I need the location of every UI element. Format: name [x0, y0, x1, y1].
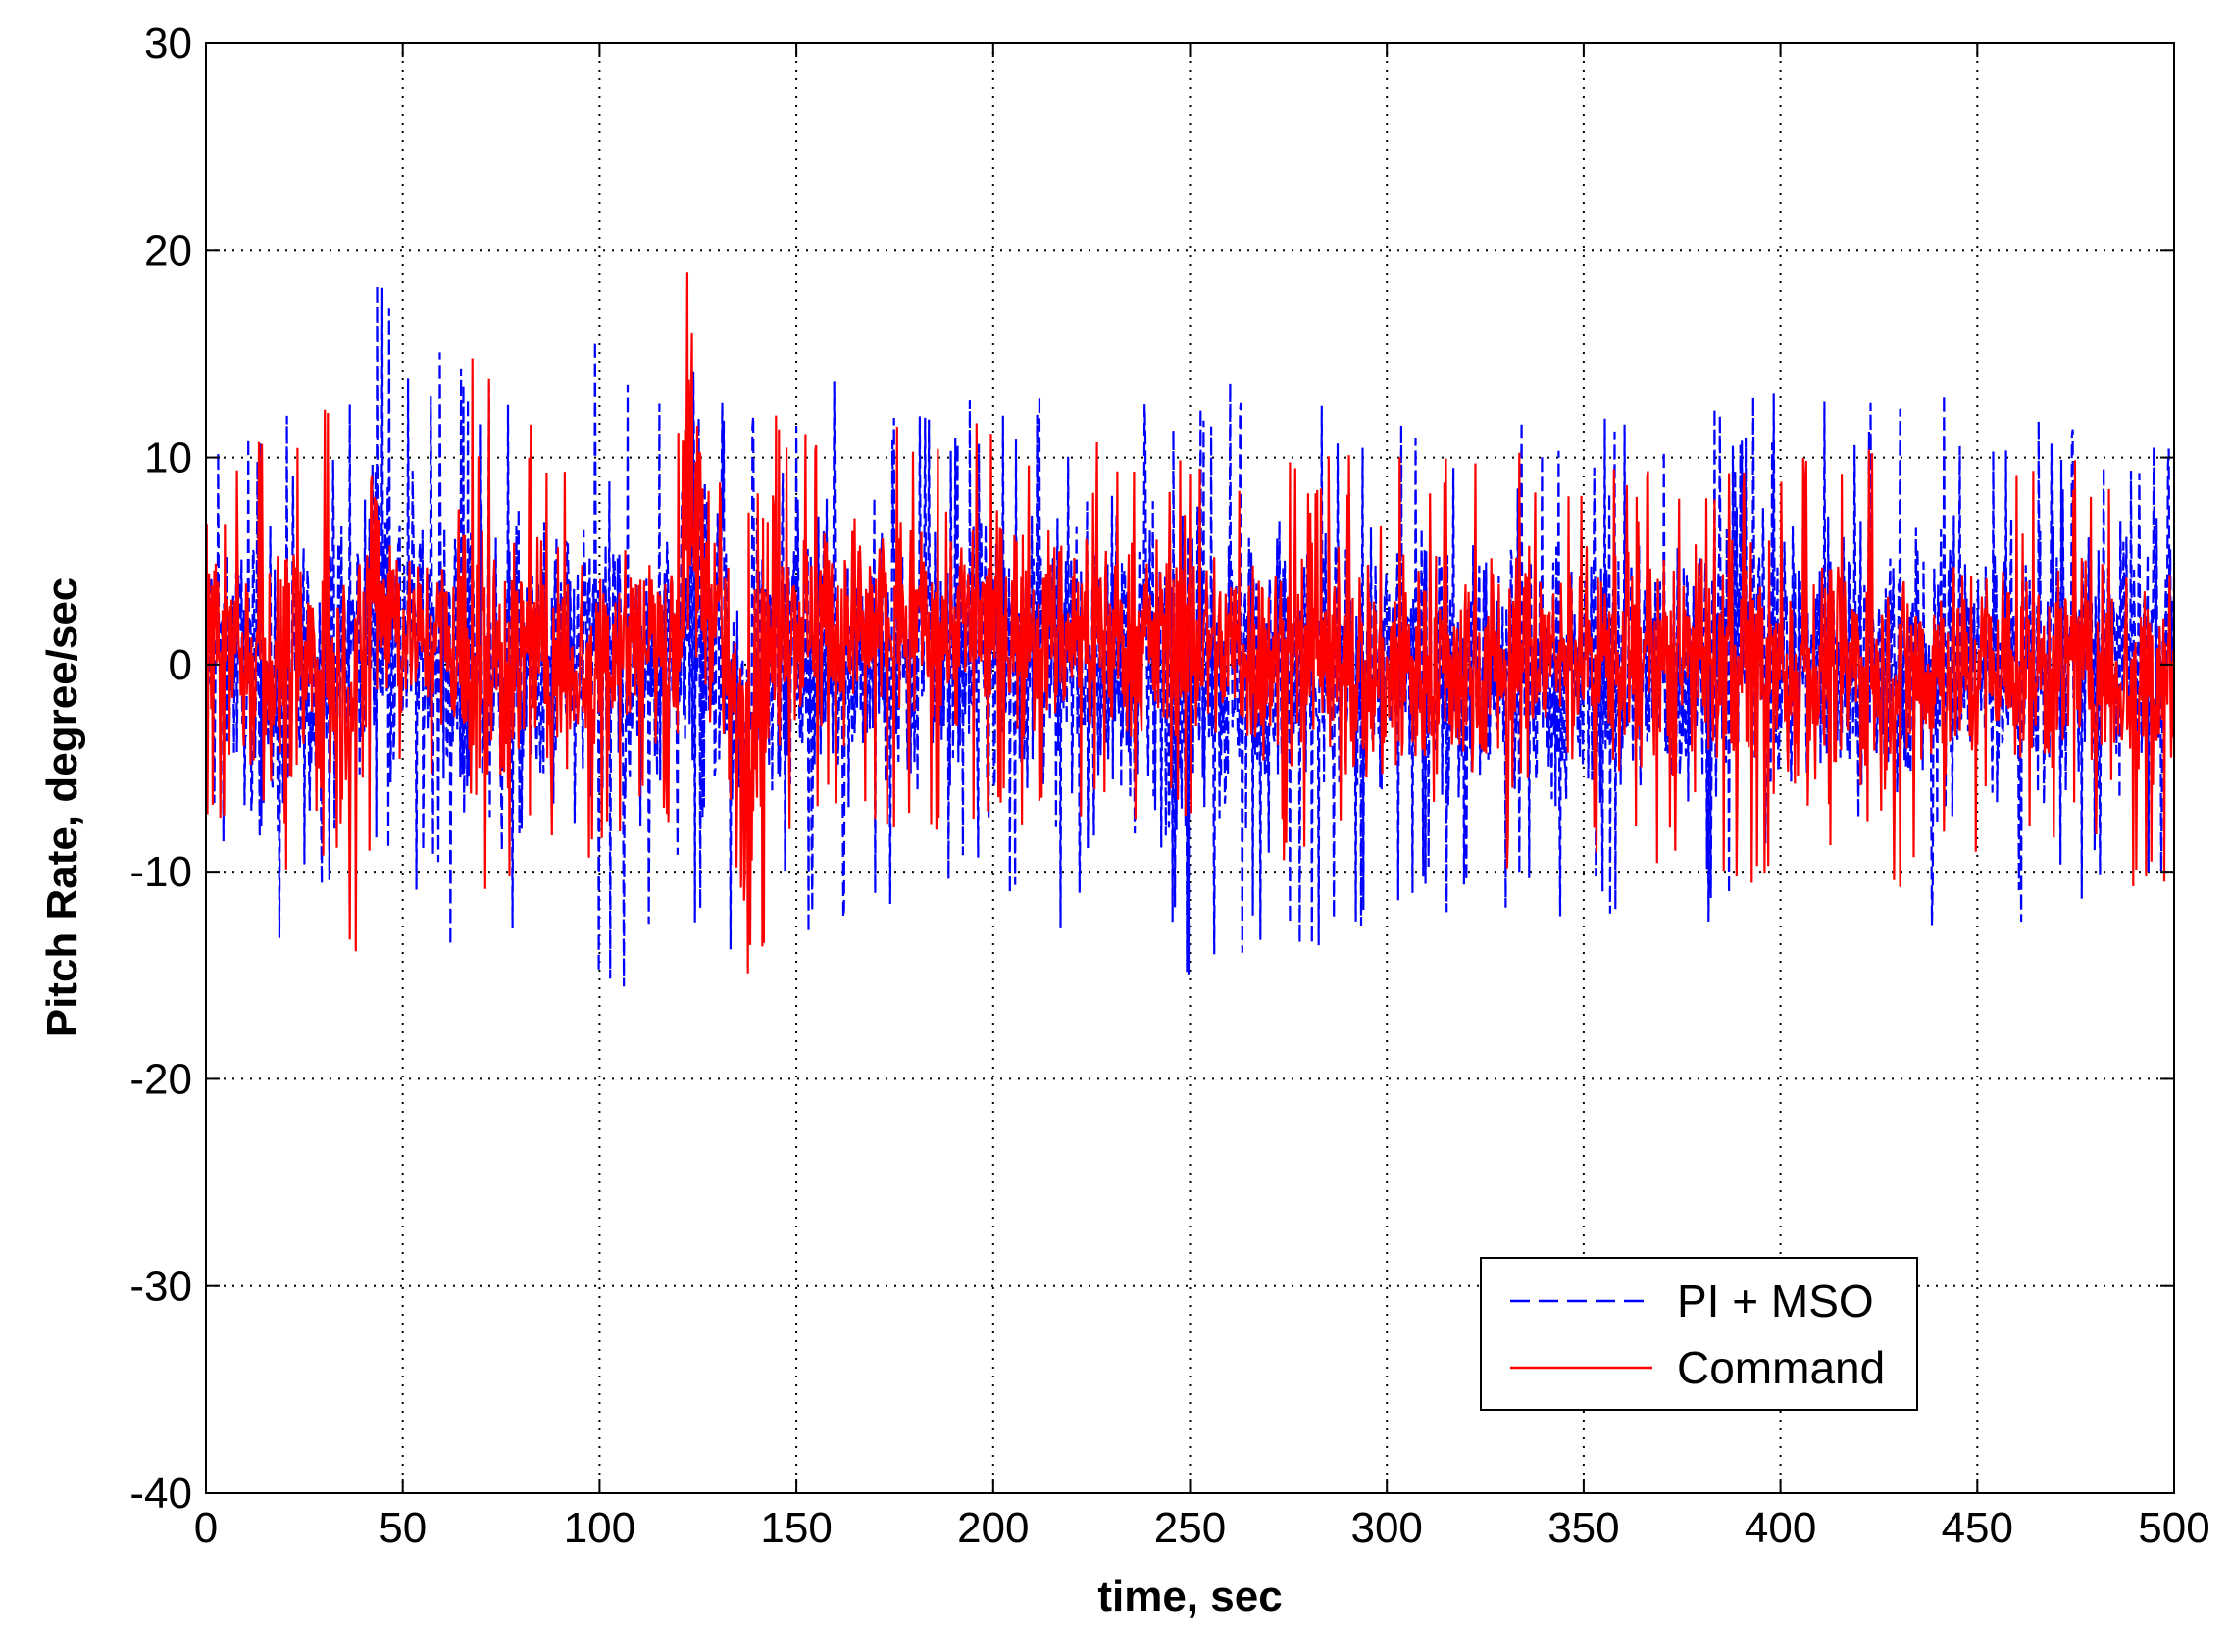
x-tick-label: 200: [957, 1504, 1029, 1552]
legend-box: [1480, 1257, 1918, 1411]
x-tick-label: 400: [1745, 1504, 1816, 1552]
y-axis-title: Pitch Rate, degree/sec: [38, 577, 86, 1038]
y-tick-label: 10: [144, 434, 192, 482]
ticks: [205, 42, 2175, 1494]
y-tick-label: -40: [129, 1470, 192, 1518]
x-tick-label: 450: [1942, 1504, 2013, 1552]
x-tick-label: 100: [564, 1504, 635, 1552]
x-tick-labels: 0 50 100 150 200 250 300 350 400 450 500: [194, 1504, 2210, 1552]
y-tick-label: -30: [129, 1263, 192, 1311]
x-axis-title: time, sec: [1097, 1573, 1282, 1621]
legend-label-pi-mso: PI + MSO: [1677, 1276, 1874, 1327]
series-command-line: [204, 272, 2176, 974]
x-tick-label: 500: [2138, 1504, 2209, 1552]
y-tick-label: -10: [129, 848, 192, 896]
y-tick-labels: -40 -30 -20 -10 0 10 20 30: [129, 20, 192, 1518]
series-layer: [204, 272, 2176, 987]
y-tick-label: 30: [144, 20, 192, 68]
x-tick-label: 250: [1154, 1504, 1226, 1552]
x-tick-label: 350: [1547, 1504, 1619, 1552]
y-tick-label: -20: [129, 1055, 192, 1103]
legend-label-command: Command: [1677, 1342, 1885, 1393]
x-tick-label: 300: [1350, 1504, 1422, 1552]
x-tick-label: 50: [379, 1504, 427, 1552]
y-tick-label: 0: [169, 641, 192, 689]
x-tick-label: 0: [194, 1504, 218, 1552]
legend: PI + MSO Command: [1480, 1257, 1918, 1411]
x-tick-label: 150: [760, 1504, 832, 1552]
y-tick-label: 20: [144, 226, 192, 275]
